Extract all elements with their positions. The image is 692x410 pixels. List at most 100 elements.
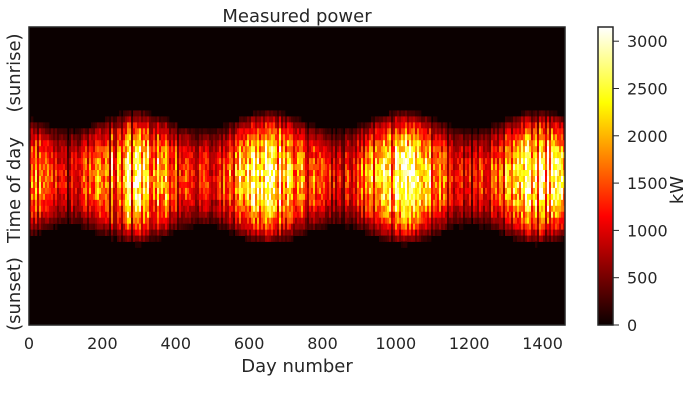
heatmap-cell	[315, 134, 318, 141]
heatmap-cell	[223, 187, 226, 195]
heatmap-cell	[241, 152, 244, 159]
heatmap-cell	[479, 152, 482, 159]
heatmap-cell	[293, 176, 296, 183]
heatmap-cell	[481, 158, 484, 165]
heatmap-cell	[119, 229, 122, 236]
heatmap-cell	[69, 193, 72, 201]
heatmap-cell	[41, 158, 44, 165]
heatmap-cell	[549, 223, 552, 230]
heatmap-cell	[327, 134, 330, 141]
heatmap-cell	[219, 134, 222, 141]
heatmap-cell	[33, 152, 36, 159]
heatmap-cell	[173, 205, 176, 213]
heatmap-cell	[169, 181, 172, 189]
heatmap-cell	[121, 211, 124, 219]
heatmap-cell	[235, 199, 238, 207]
heatmap-cell	[413, 187, 416, 195]
heatmap-cell	[111, 187, 114, 195]
heatmap-cell	[89, 211, 92, 219]
heatmap-cell	[531, 211, 534, 219]
heatmap-cell	[147, 116, 150, 123]
heatmap-cell	[355, 128, 358, 135]
heatmap-cell	[79, 205, 82, 213]
heatmap-cell	[127, 223, 130, 230]
heatmap-cell	[453, 217, 456, 225]
heatmap-cell	[271, 193, 274, 201]
heatmap-cell	[399, 134, 402, 141]
heatmap-cell	[287, 146, 290, 153]
heatmap-cell	[143, 134, 146, 141]
heatmap-cell	[477, 176, 480, 183]
heatmap-cell	[413, 158, 416, 165]
heatmap-cell	[323, 187, 326, 195]
heatmap-cell	[251, 199, 254, 207]
heatmap-cell	[97, 217, 100, 225]
heatmap-cell	[47, 164, 50, 171]
heatmap-cell	[221, 193, 224, 201]
heatmap-cell	[107, 187, 110, 195]
heatmap-cell	[519, 199, 522, 207]
heatmap-cell	[501, 193, 504, 201]
heatmap-cell	[395, 116, 398, 123]
heatmap-cell	[253, 205, 256, 213]
heatmap-cell	[547, 152, 550, 159]
heatmap-cell	[277, 158, 280, 165]
heatmap-cell	[277, 152, 280, 159]
heatmap-cell	[397, 211, 400, 219]
heatmap-cell	[407, 158, 410, 165]
heatmap-cell	[395, 229, 398, 236]
heatmap-cell	[221, 146, 224, 153]
heatmap-cell	[363, 122, 366, 129]
heatmap-cell	[225, 152, 228, 159]
heatmap-cell	[405, 152, 408, 159]
heatmap-cell	[275, 217, 278, 225]
heatmap-cell	[381, 140, 384, 147]
heatmap-cell	[467, 176, 470, 183]
heatmap-cell	[277, 116, 280, 123]
heatmap-cell	[357, 128, 360, 135]
heatmap-cell	[191, 199, 194, 207]
heatmap-cell	[237, 217, 240, 225]
heatmap-cell	[365, 176, 368, 183]
heatmap-cell	[311, 223, 314, 230]
heatmap-cell	[473, 170, 476, 177]
heatmap-cell	[95, 229, 98, 236]
heatmap-cell	[305, 140, 308, 147]
heatmap-cell	[367, 211, 370, 219]
heatmap-cell	[525, 122, 528, 129]
heatmap-cell	[529, 116, 532, 123]
heatmap-cell	[255, 187, 258, 195]
heatmap-cell	[71, 211, 74, 219]
heatmap-cell	[167, 223, 170, 230]
heatmap-cell	[101, 187, 104, 195]
heatmap-cell	[99, 205, 102, 213]
heatmap-cell	[405, 116, 408, 123]
heatmap-cell	[101, 128, 104, 135]
heatmap-cell	[35, 164, 38, 171]
heatmap-cell	[47, 181, 50, 189]
heatmap-cell	[451, 146, 454, 153]
heatmap-cell	[393, 229, 396, 236]
heatmap-cell	[551, 193, 554, 201]
heatmap-cell	[397, 110, 400, 117]
heatmap-cell	[93, 140, 96, 147]
heatmap-cell	[197, 199, 200, 207]
heatmap-cell	[259, 205, 262, 213]
heatmap-cell	[147, 235, 150, 242]
heatmap-cell	[167, 170, 170, 177]
heatmap-cell	[229, 170, 232, 177]
heatmap-cell	[271, 110, 274, 117]
heatmap-cell	[203, 217, 206, 225]
heatmap-cell	[495, 223, 498, 230]
heatmap-cell	[507, 229, 510, 236]
heatmap-cell	[541, 235, 544, 242]
heatmap-cell	[89, 223, 92, 230]
heatmap-cell	[389, 176, 392, 183]
heatmap-cell	[349, 205, 352, 213]
heatmap-cell	[533, 229, 536, 236]
heatmap-cell	[299, 229, 302, 236]
heatmap-cell	[393, 235, 396, 242]
heatmap-cell	[373, 193, 376, 201]
heatmap-cell	[411, 170, 414, 177]
heatmap-cell	[181, 146, 184, 153]
